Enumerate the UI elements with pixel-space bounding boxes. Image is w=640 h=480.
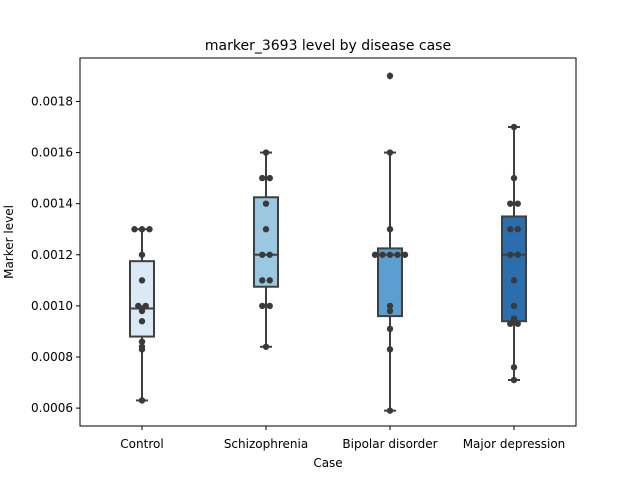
data-point [259,277,266,284]
data-point [131,226,138,233]
data-point [507,226,514,233]
data-point [507,200,514,207]
data-point [266,277,273,284]
x-tick-label: Major depression [463,437,566,451]
data-point [138,251,146,258]
y-axis-label: Marker level [2,205,16,279]
plot-frame [79,57,577,427]
data-point [262,200,270,207]
data-point [138,307,146,315]
data-point [510,123,518,131]
data-point [514,226,521,233]
box [129,260,155,338]
y-tick-label: 0.0018 [31,94,73,108]
data-point [259,174,266,182]
data-point [386,307,394,315]
data-point [386,251,394,258]
data-point [514,200,521,207]
data-point [138,318,146,325]
data-point [510,277,518,284]
data-point [510,376,518,384]
data-point [386,407,394,414]
y-tick-label: 0.0016 [31,146,73,160]
data-point [259,251,266,258]
data-point [138,338,146,345]
x-tick-label: Control [120,437,163,451]
data-point [386,72,394,80]
y-tick-label: 0.0010 [31,299,73,313]
data-point [262,226,270,233]
data-point [266,174,273,182]
y-tick-label: 0.0008 [31,350,73,364]
plot-area [129,71,527,414]
x-tick-label: Schizophrenia [224,437,308,451]
data-point [507,320,514,327]
x-tick-label: Bipolar disorder [342,437,437,451]
data-point [386,302,394,310]
data-point [386,346,394,353]
data-point [386,226,394,233]
data-point [138,226,146,233]
data-point [401,251,409,258]
data-point [507,251,514,258]
box [253,196,279,288]
data-point [379,251,386,258]
data-point [138,346,146,353]
data-point [510,315,518,322]
data-point [146,226,153,233]
data-point [514,251,521,258]
data-point [510,302,518,310]
data-point [371,251,379,258]
data-point [138,277,146,284]
data-point [266,302,273,310]
data-point [510,174,518,182]
y-axis: 0.0006 0.0008 0.0010 0.0012 0.0014 0.0016 0.00… [31,94,80,415]
data-point [510,364,518,371]
data-point [386,149,394,156]
data-point [386,325,394,333]
data-point [262,343,270,350]
y-tick-label: 0.0006 [31,401,73,415]
data-point [266,251,273,258]
x-axis-label: Case [313,456,342,470]
y-tick-label: 0.0012 [31,248,73,262]
data-point [138,397,146,404]
data-point [262,149,270,156]
y-tick-label: 0.0014 [31,197,73,211]
x-axis: Control Schizophrenia Bipolar disorder Majo… [120,426,565,451]
data-point [259,302,266,310]
data-point [514,320,521,327]
data-point [394,251,401,258]
chart-title: marker_3693 level by disease case [205,38,451,54]
